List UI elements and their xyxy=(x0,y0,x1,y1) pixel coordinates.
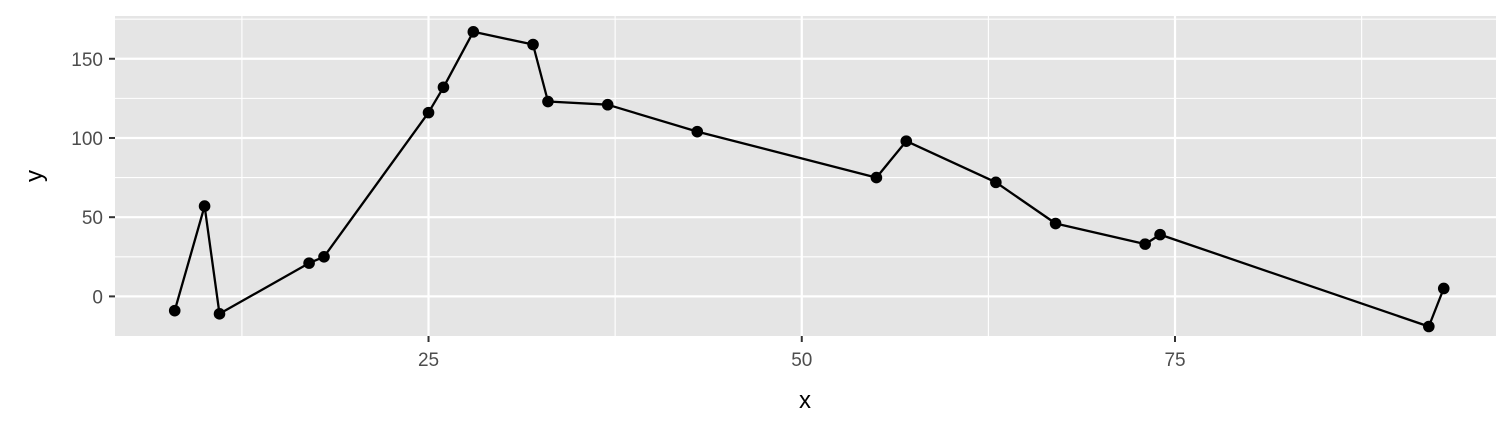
minor-gridlines xyxy=(115,16,1496,336)
data-point xyxy=(900,135,913,147)
data-point xyxy=(1154,228,1166,241)
data-point xyxy=(437,81,450,94)
data-point xyxy=(990,176,1002,189)
data-point xyxy=(527,38,539,51)
plot-panel xyxy=(115,16,1496,336)
data-point xyxy=(1423,320,1435,333)
data-point xyxy=(303,257,315,269)
y-tick-label: 150 xyxy=(71,50,103,71)
data-point xyxy=(168,304,181,317)
data-point xyxy=(1139,238,1151,250)
data-point xyxy=(870,171,883,184)
x-tick-label: 75 xyxy=(1164,350,1185,371)
data-point xyxy=(213,308,226,320)
x-tick-label: 50 xyxy=(791,350,812,371)
data-point xyxy=(1049,217,1062,230)
data-point xyxy=(691,125,704,138)
y-axis-tick-labels: 0 50 100 150 xyxy=(71,50,103,309)
data-point xyxy=(601,98,614,111)
data-point xyxy=(422,106,435,119)
y-tick-label: 50 xyxy=(82,208,103,229)
data-point xyxy=(1437,282,1450,295)
series-layer xyxy=(168,26,1450,333)
y-axis-title: y xyxy=(21,170,48,182)
y-tick-label: 0 xyxy=(92,287,103,308)
data-point xyxy=(318,250,330,263)
major-gridlines xyxy=(115,16,1496,336)
data-point xyxy=(198,200,211,212)
y-tick-label: 100 xyxy=(71,129,103,150)
x-axis-tick-labels: 25 50 75 xyxy=(418,350,1186,371)
data-point xyxy=(542,95,554,108)
x-tick-label: 25 xyxy=(418,350,439,371)
data-point xyxy=(467,26,480,38)
x-axis-title: x xyxy=(799,387,811,414)
axis-ticks xyxy=(109,57,1177,342)
